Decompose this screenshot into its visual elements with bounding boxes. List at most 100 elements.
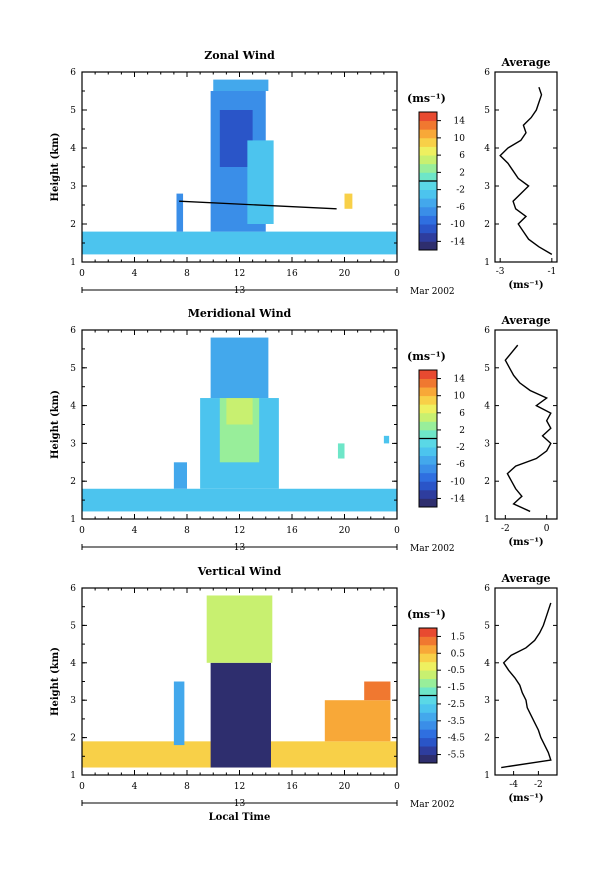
colorbar-tick-label: 2 xyxy=(459,168,465,178)
heatmap-cell xyxy=(173,681,185,746)
colorbar-swatch xyxy=(419,644,437,654)
y-tick-label: 3 xyxy=(70,439,76,449)
colorbar-tick-label: -4.5 xyxy=(448,734,466,744)
average-x-tick-label: -2 xyxy=(534,780,543,790)
average-y-tick-label: 6 xyxy=(484,584,490,594)
colorbar-swatch xyxy=(419,712,437,722)
y-tick-label: 1 xyxy=(70,771,76,781)
x-tick-label: 4 xyxy=(132,526,138,536)
colorbar-unit: (ms⁻¹) xyxy=(407,92,446,105)
average-title: Average xyxy=(500,314,550,327)
heatmap-cell xyxy=(82,488,397,512)
colorbar-swatch xyxy=(419,628,437,637)
colorbar-unit: (ms⁻¹) xyxy=(407,608,446,621)
colorbar-swatch xyxy=(419,678,437,688)
heatmap-cell xyxy=(210,662,271,768)
colorbar-tick-label: -14 xyxy=(451,494,466,504)
colorbar-swatch xyxy=(419,181,437,191)
colorbar-swatch xyxy=(419,146,437,156)
colorbar-swatch xyxy=(419,137,437,147)
average-profile-line xyxy=(499,86,553,256)
colorbar-tick-label: -10 xyxy=(451,220,466,230)
colorbar-swatch xyxy=(419,438,437,448)
colorbar-swatch xyxy=(419,189,437,199)
colorbar-tick-label: 1.5 xyxy=(451,632,466,642)
colorbar-swatch xyxy=(419,198,437,208)
x-tick-label: 20 xyxy=(339,782,351,792)
average-frame xyxy=(494,329,558,520)
colorbar-swatch xyxy=(419,703,437,713)
colorbar-swatch xyxy=(419,653,437,663)
average-y-tick-label: 1 xyxy=(484,258,490,268)
x-tick-label: 12 xyxy=(234,269,245,279)
average-profile-line xyxy=(501,602,552,769)
average-x-tick-label: 0 xyxy=(544,524,550,534)
average-y-tick-label: 4 xyxy=(484,144,490,154)
y-tick-label: 2 xyxy=(70,220,76,230)
x-tick-label: 4 xyxy=(132,782,138,792)
colorbar-swatch xyxy=(419,661,437,671)
colorbar-swatch xyxy=(419,498,437,508)
average-frame xyxy=(494,71,558,263)
colorbar-swatch xyxy=(419,720,437,730)
colorbar-tick-label: -5.5 xyxy=(448,751,466,761)
colorbar-tick-label: 10 xyxy=(454,392,466,402)
x-tick-label: 8 xyxy=(184,526,190,536)
x-tick-label: 8 xyxy=(184,269,190,279)
average-title: Average xyxy=(500,572,550,585)
colorbar-swatch xyxy=(419,387,437,397)
colorbar-tick-label: -6 xyxy=(456,203,465,213)
colorbar-swatch xyxy=(419,120,437,130)
average-y-tick-label: 3 xyxy=(484,696,490,706)
colorbar-tick-label: -14 xyxy=(451,237,466,247)
heatmap-cell xyxy=(364,681,391,701)
heatmap-cell xyxy=(247,140,274,224)
average-y-tick-label: 1 xyxy=(484,515,490,525)
average-y-tick-label: 2 xyxy=(484,734,490,744)
average-frame xyxy=(494,587,558,776)
colorbar-swatch xyxy=(419,687,437,696)
y-tick-label: 5 xyxy=(70,621,76,631)
date-label: 13 xyxy=(234,286,246,296)
panel-title: Vertical Wind xyxy=(197,565,282,578)
average-y-tick-label: 3 xyxy=(484,439,490,449)
heatmap-cell xyxy=(82,231,397,255)
colorbar-tick-label: 14 xyxy=(454,117,466,127)
average-x-label: (ms⁻¹) xyxy=(508,537,543,548)
heatmap-cell xyxy=(226,398,253,425)
average-x-label: (ms⁻¹) xyxy=(508,793,543,804)
colorbar-swatch xyxy=(419,378,437,388)
colorbar-swatch xyxy=(419,172,437,182)
y-tick-label: 6 xyxy=(70,584,76,594)
x-tick-label: 0 xyxy=(79,782,85,792)
colorbar-swatch xyxy=(419,429,437,439)
y-tick-label: 5 xyxy=(70,106,76,116)
date-label: 13 xyxy=(234,799,246,809)
colorbar-swatch xyxy=(419,412,437,422)
heatmap-cell xyxy=(173,462,187,489)
x-tick-label: 12 xyxy=(234,782,245,792)
y-tick-label: 1 xyxy=(70,258,76,268)
average-title: Average xyxy=(500,56,550,69)
month-label: Mar 2002 xyxy=(410,544,455,554)
y-tick-label: 3 xyxy=(70,696,76,706)
colorbar-swatch xyxy=(419,404,437,414)
colorbar-swatch xyxy=(419,737,437,747)
x-tick-label: 0 xyxy=(79,269,85,279)
x-tick-label: 16 xyxy=(286,782,298,792)
colorbar-swatch xyxy=(419,224,437,234)
y-axis-label: Height (km) xyxy=(50,133,61,202)
heatmap-cell xyxy=(344,193,353,209)
colorbar-swatch xyxy=(419,241,437,251)
average-x-tick-label: -3 xyxy=(496,267,505,277)
y-tick-label: 2 xyxy=(70,734,76,744)
x-tick-label: 12 xyxy=(234,526,245,536)
x-tick-label: 0 xyxy=(394,269,400,279)
y-tick-label: 6 xyxy=(70,68,76,78)
colorbar-swatch xyxy=(419,232,437,242)
colorbar-swatch xyxy=(419,155,437,165)
x-tick-label: 16 xyxy=(286,269,298,279)
colorbar-unit: (ms⁻¹) xyxy=(407,350,446,363)
